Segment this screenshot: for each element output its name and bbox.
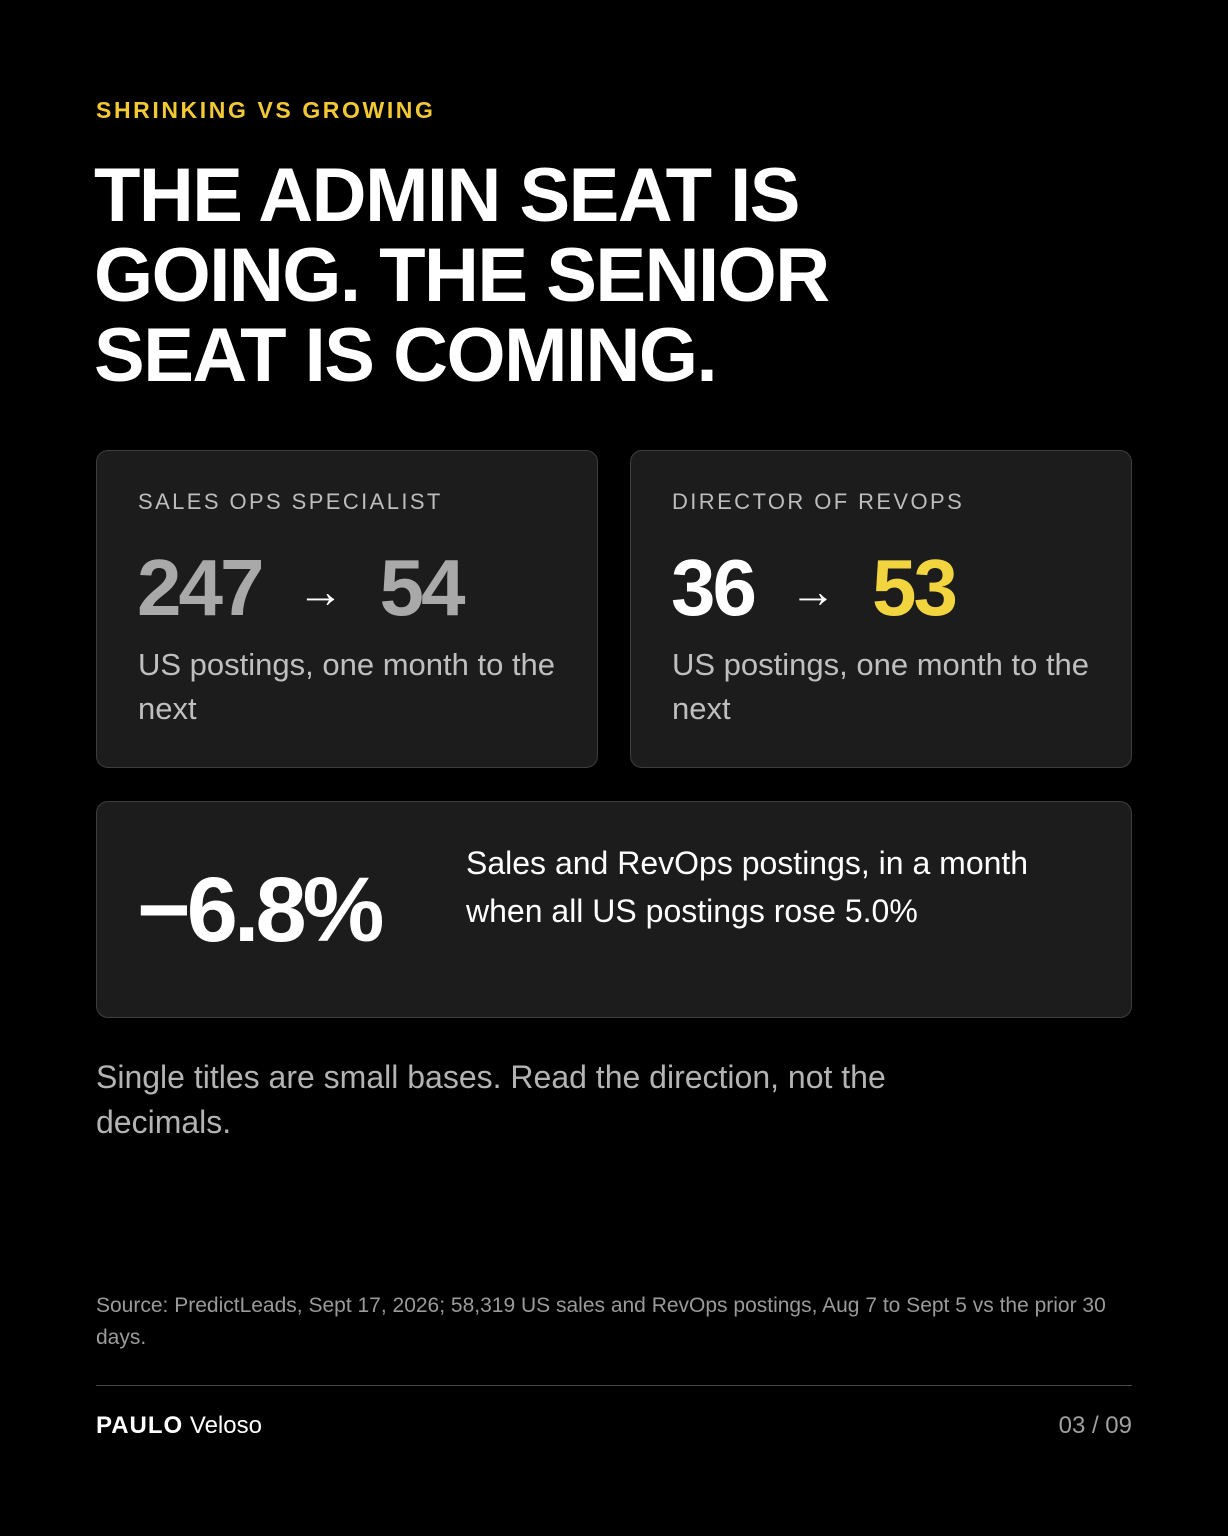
to-value: 53 — [871, 543, 958, 632]
postings-change: 36 → 53 — [671, 541, 958, 635]
author-last-name: Veloso — [189, 1412, 262, 1439]
card-description: US postings, one month to the next — [138, 647, 556, 726]
overall-change-card: −6.8% Sales and RevOps postings, in a mo… — [96, 801, 1132, 1018]
headline: THE ADMIN SEAT IS GOING. THE SENIOR SEAT… — [94, 153, 830, 398]
eyebrow-label: SHRINKING VS GROWING — [96, 97, 436, 123]
card-label: SALES OPS SPECIALIST — [138, 489, 443, 514]
director-of-revops-card: DIRECTOR OF REVOPS 36 → 53 US postings, … — [630, 450, 1132, 768]
from-value: 247 — [137, 543, 264, 632]
author-first-name: PAULO — [96, 1412, 184, 1439]
from-value: 36 — [671, 543, 757, 632]
source-citation: Source: PredictLeads, Sept 17, 2026; 58,… — [96, 1294, 1106, 1349]
page-number: 03 / 09 — [1058, 1412, 1132, 1439]
sales-ops-specialist-card: SALES OPS SPECIALIST 247 → 54 US posting… — [96, 450, 598, 768]
card-label: DIRECTOR OF REVOPS — [672, 489, 965, 514]
arrow-right-icon: → — [789, 565, 836, 617]
percent-change-description: Sales and RevOps postings, in a month wh… — [466, 845, 1029, 929]
postings-change: 247 → 54 — [137, 541, 465, 635]
to-value: 54 — [379, 543, 465, 632]
percent-change-value: −6.8% — [137, 859, 384, 961]
card-description: US postings, one month to the next — [672, 647, 1090, 726]
author-brand: PAULO Veloso — [96, 1410, 262, 1442]
arrow-right-icon: → — [297, 565, 344, 617]
caveat-note: Single titles are small bases. Read the … — [96, 1059, 886, 1140]
footer-divider — [96, 1385, 1132, 1386]
